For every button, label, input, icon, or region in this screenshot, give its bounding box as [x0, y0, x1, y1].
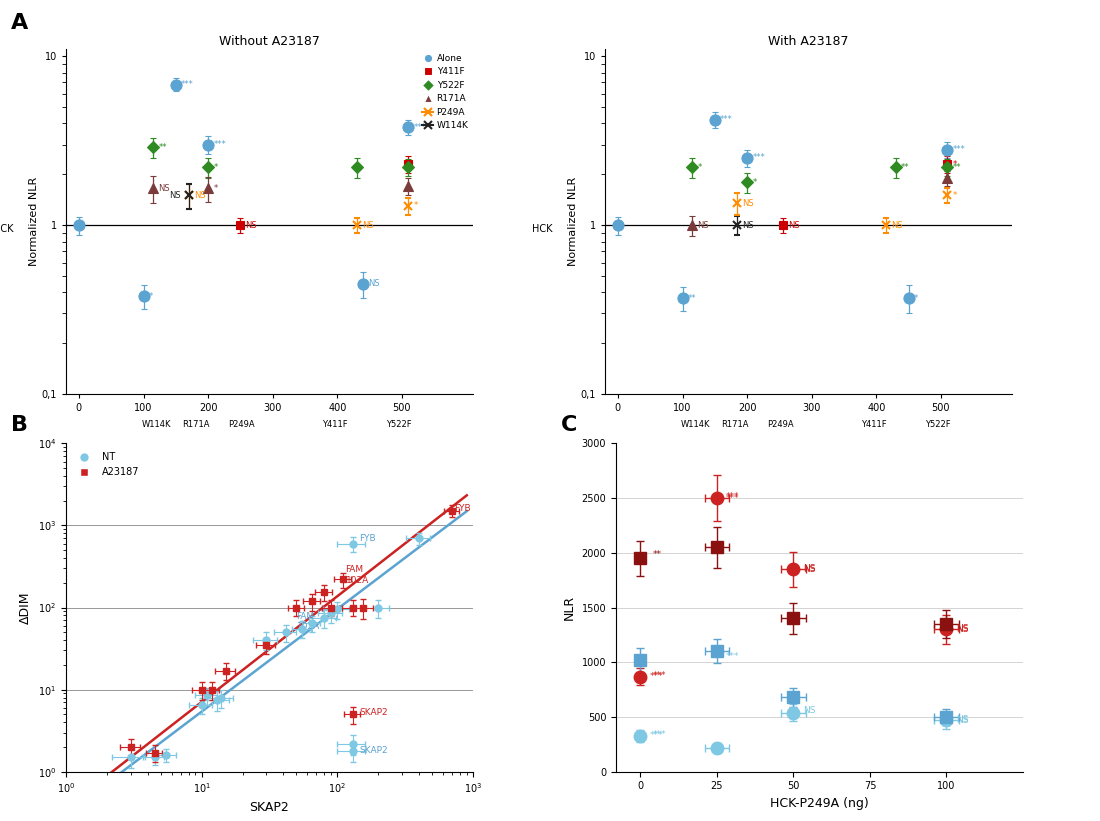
Text: W114K: W114K — [142, 420, 170, 429]
Text: NS: NS — [956, 624, 968, 633]
Text: *: * — [697, 163, 702, 172]
Text: FAM
102A: FAM 102A — [345, 565, 368, 585]
Text: ***: *** — [652, 730, 667, 739]
Text: SH2: SH2 — [759, 474, 781, 484]
Text: ***: *** — [752, 154, 764, 163]
Text: SH3: SH3 — [160, 474, 182, 484]
Text: NS: NS — [245, 221, 257, 230]
Text: **: ** — [953, 163, 961, 172]
Text: **: ** — [901, 163, 910, 172]
Text: Y411F: Y411F — [322, 420, 348, 429]
Legend: NT, A23187: NT, A23187 — [70, 448, 143, 481]
Text: *: * — [213, 163, 218, 172]
Text: SH2: SH2 — [220, 474, 242, 484]
Text: C: C — [561, 415, 578, 435]
Text: *: * — [953, 191, 957, 200]
X-axis label: SKAP2: SKAP2 — [250, 800, 289, 814]
Bar — [206, 466, 257, 491]
Text: NS: NS — [803, 706, 815, 715]
Text: R171A: R171A — [720, 420, 748, 429]
Text: P249A: P249A — [767, 420, 794, 429]
Text: P249A: P249A — [228, 420, 255, 429]
Text: FAM
102A: FAM 102A — [297, 612, 320, 631]
Text: Y411F: Y411F — [861, 420, 887, 429]
Bar — [638, 466, 983, 491]
Title: Without A23187: Without A23187 — [219, 35, 320, 48]
Text: Y522F: Y522F — [386, 420, 411, 429]
Text: HCK: HCK — [0, 223, 13, 233]
Title: With A23187: With A23187 — [768, 35, 849, 48]
Text: TYRKC: TYRKC — [865, 474, 901, 484]
Text: NS: NS — [742, 199, 755, 208]
Text: ***: *** — [414, 122, 427, 131]
Text: NS: NS — [956, 625, 968, 634]
Text: **: ** — [688, 294, 696, 303]
Text: TYRKC: TYRKC — [326, 474, 362, 484]
Text: SKAP2: SKAP2 — [360, 709, 388, 718]
Text: NS: NS — [891, 221, 903, 230]
Text: ***: *** — [720, 116, 733, 125]
Text: *: * — [953, 159, 957, 168]
Text: *: * — [752, 177, 757, 186]
Text: ***: *** — [953, 145, 966, 154]
Text: ***: *** — [726, 493, 739, 502]
Text: NS: NS — [368, 279, 379, 288]
Text: **: ** — [652, 551, 662, 559]
Bar — [807, 466, 958, 491]
Text: ***: *** — [650, 672, 663, 681]
Text: ***: *** — [726, 493, 739, 502]
Text: NS: NS — [788, 221, 800, 230]
Y-axis label: NLR: NLR — [563, 595, 576, 620]
Y-axis label: Normalized NLR: Normalized NLR — [29, 177, 38, 266]
Text: ***: *** — [650, 732, 663, 740]
Text: NS: NS — [956, 715, 968, 723]
Text: NS: NS — [697, 221, 710, 230]
Text: *: * — [914, 294, 918, 303]
Text: ***: *** — [726, 653, 739, 661]
Text: ***: *** — [182, 80, 194, 89]
Text: NS: NS — [362, 221, 374, 230]
Text: *: * — [148, 291, 153, 300]
Text: FYB: FYB — [454, 504, 471, 513]
Text: *: * — [414, 201, 418, 210]
Text: Y522F: Y522F — [925, 420, 950, 429]
Bar — [745, 466, 796, 491]
Legend: Alone, Y411F, Y522F, R171A, P249A, W114K: Alone, Y411F, Y522F, R171A, P249A, W114K — [422, 53, 469, 131]
Bar — [99, 466, 444, 491]
Text: HCK: HCK — [531, 223, 552, 233]
Text: **: ** — [158, 143, 167, 152]
Text: ***: *** — [652, 671, 667, 680]
Text: ***: *** — [213, 140, 226, 149]
Text: R171A: R171A — [182, 420, 209, 429]
Text: NS: NS — [169, 191, 182, 200]
Text: FYB: FYB — [360, 534, 376, 543]
Y-axis label: Normalized NLR: Normalized NLR — [568, 177, 578, 266]
Text: W114K: W114K — [681, 420, 710, 429]
Bar — [139, 466, 202, 491]
Text: NS: NS — [956, 716, 968, 725]
Text: *: * — [213, 184, 218, 193]
Y-axis label: ΔDIM: ΔDIM — [19, 591, 32, 624]
Text: A: A — [11, 13, 29, 33]
Text: NS: NS — [158, 184, 170, 193]
Text: SH3: SH3 — [698, 474, 720, 484]
Text: SKAP2: SKAP2 — [360, 746, 388, 755]
X-axis label: HCK-P249A (ng): HCK-P249A (ng) — [770, 797, 869, 810]
Text: NS: NS — [803, 564, 815, 572]
Text: NS: NS — [742, 221, 755, 230]
Text: NS: NS — [194, 191, 206, 200]
Bar — [268, 466, 419, 491]
Text: NS: NS — [803, 565, 815, 574]
Bar — [678, 466, 741, 491]
Text: B: B — [11, 415, 28, 435]
